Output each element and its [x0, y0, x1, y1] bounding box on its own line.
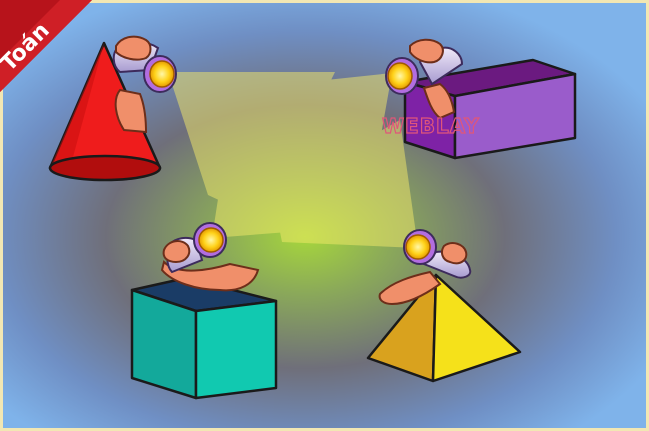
beam-bottom-right	[272, 120, 418, 248]
flashlight-top-right	[385, 38, 464, 120]
cube-shape	[130, 276, 278, 400]
cone-shape	[48, 41, 162, 182]
pyramid-shape	[366, 273, 522, 383]
flashlight-top-left	[112, 35, 177, 134]
watermark-text: WEBLAY	[382, 114, 480, 138]
light-beams	[168, 72, 418, 248]
beam-bottom-left	[212, 106, 368, 238]
flashlight-bottom-left	[160, 222, 260, 292]
flashlight-bottom-right	[378, 229, 472, 306]
